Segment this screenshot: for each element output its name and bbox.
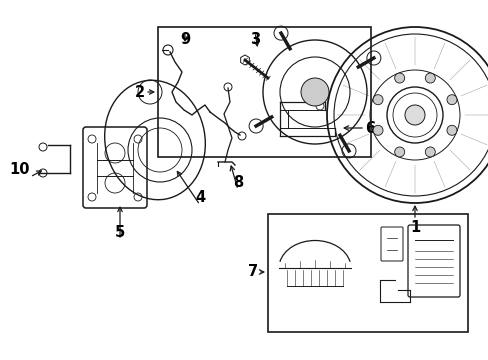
Circle shape <box>394 73 404 83</box>
Text: 7: 7 <box>247 265 258 279</box>
Text: 5: 5 <box>115 225 125 240</box>
Text: 8: 8 <box>232 175 243 190</box>
Text: 2: 2 <box>135 85 145 99</box>
Circle shape <box>446 125 456 135</box>
Circle shape <box>446 95 456 105</box>
Circle shape <box>372 125 382 135</box>
Circle shape <box>394 147 404 157</box>
Circle shape <box>425 73 434 83</box>
Text: 6: 6 <box>364 121 374 135</box>
Text: 1: 1 <box>409 220 419 235</box>
Circle shape <box>425 147 434 157</box>
Text: 3: 3 <box>249 32 260 47</box>
Bar <box>158 27 370 157</box>
Text: 9: 9 <box>180 32 190 47</box>
Bar <box>267 214 467 332</box>
Text: 10: 10 <box>9 162 30 177</box>
Circle shape <box>372 95 382 105</box>
Circle shape <box>301 78 328 106</box>
Text: 4: 4 <box>195 190 204 205</box>
Circle shape <box>404 105 424 125</box>
